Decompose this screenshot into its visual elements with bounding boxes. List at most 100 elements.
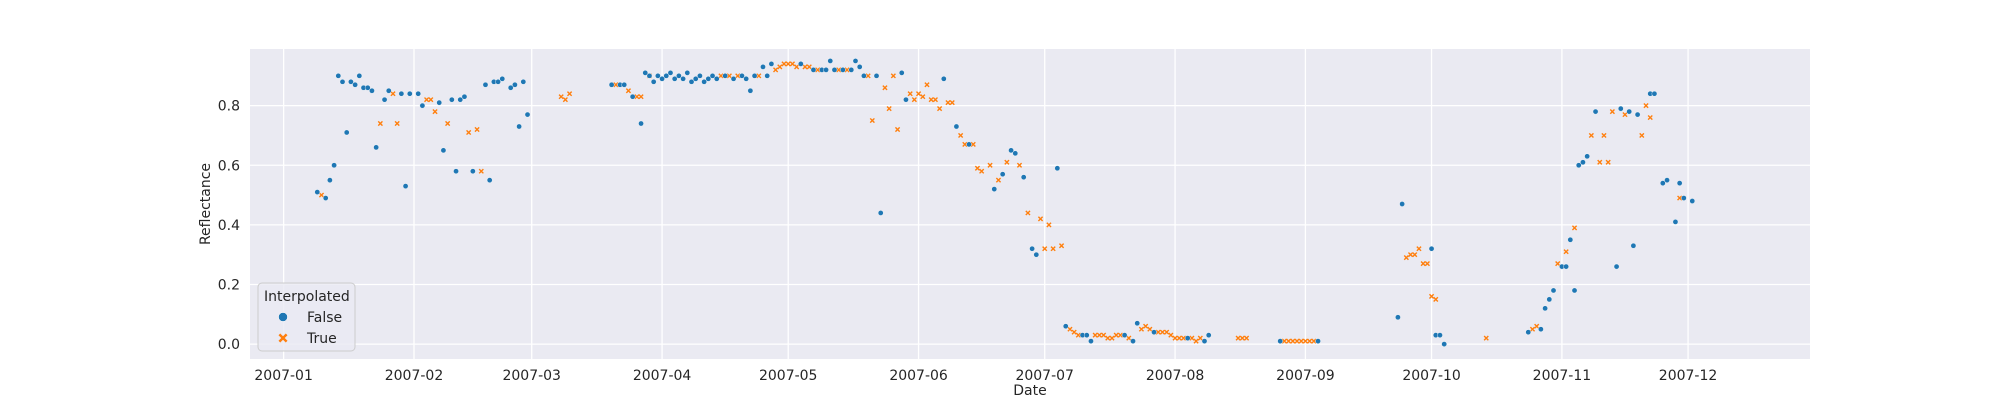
point-true <box>718 73 724 79</box>
point-false <box>709 73 716 79</box>
point-true <box>1105 335 1111 341</box>
point-false <box>385 87 392 94</box>
point-false <box>1681 195 1687 201</box>
y-tick-label: 0.6 <box>218 158 240 174</box>
point-true <box>962 141 968 147</box>
point-false <box>823 67 829 73</box>
point-true <box>1534 323 1540 329</box>
point-true <box>1647 114 1653 121</box>
point-false <box>991 186 998 192</box>
point-false <box>701 78 707 85</box>
point-true <box>1294 338 1300 344</box>
point-true <box>1193 338 1199 344</box>
point-false <box>638 120 644 127</box>
point-false <box>903 96 909 103</box>
point-false <box>419 102 426 109</box>
point-true <box>924 82 930 88</box>
point-false <box>941 76 947 82</box>
point-false <box>663 73 670 79</box>
point-false <box>798 61 804 67</box>
point-true <box>1096 332 1102 338</box>
point-true <box>1235 335 1241 341</box>
point-true <box>1117 332 1124 338</box>
point-false <box>1088 338 1094 344</box>
point-true <box>789 61 796 67</box>
point-false <box>1538 326 1544 332</box>
point-false <box>369 87 375 94</box>
point-false <box>1546 296 1553 303</box>
point-true <box>726 73 732 79</box>
y-tick-label: 0.8 <box>218 99 240 115</box>
point-true <box>1605 159 1611 165</box>
point-true <box>445 120 451 127</box>
point-false <box>898 70 905 76</box>
point-false <box>1563 263 1569 270</box>
point-true <box>869 117 875 124</box>
point-true <box>1067 326 1073 332</box>
x-tick-label: 2007-07 <box>1015 368 1074 384</box>
point-true <box>390 91 396 97</box>
point-true <box>735 73 741 79</box>
point-false <box>499 76 506 82</box>
point-true <box>1172 335 1178 341</box>
point-false <box>1130 338 1136 344</box>
point-false <box>1121 332 1128 338</box>
point-true <box>1307 338 1313 344</box>
point-true <box>1555 261 1561 267</box>
point-true <box>1239 335 1245 341</box>
point-false <box>840 67 846 73</box>
point-false <box>1660 180 1666 186</box>
point-true <box>1197 335 1203 341</box>
point-false <box>646 73 653 79</box>
point-false <box>495 78 501 85</box>
point-true <box>1302 338 1309 344</box>
point-false <box>1184 335 1191 341</box>
point-false <box>343 129 350 136</box>
point-false <box>440 147 447 154</box>
point-false <box>680 76 686 82</box>
point-false <box>1399 201 1405 207</box>
point-false <box>486 177 493 183</box>
point-false <box>966 141 972 148</box>
point-true <box>970 141 976 147</box>
point-true <box>806 64 812 70</box>
point-false <box>1428 245 1435 252</box>
point-false <box>1029 245 1035 252</box>
point-true <box>756 73 762 79</box>
point-false <box>364 84 371 91</box>
point-true <box>815 67 821 73</box>
point-true <box>777 64 783 70</box>
point-false <box>713 76 720 82</box>
point-true <box>625 88 632 94</box>
point-true <box>1622 111 1628 118</box>
point-true <box>1424 261 1430 267</box>
point-true <box>1138 326 1145 332</box>
point-false <box>322 195 329 201</box>
point-true <box>1113 332 1119 338</box>
point-false <box>999 171 1006 177</box>
point-true <box>377 120 383 127</box>
point-false <box>1613 263 1620 270</box>
point-false <box>1315 338 1321 344</box>
x-axis-ticks: 2007-01 2007-02 2007-03 2007-04 2007-05 2007-… <box>254 368 1717 384</box>
point-false <box>406 90 413 97</box>
point-true <box>1571 225 1578 231</box>
point-true <box>1597 159 1603 165</box>
point-false <box>877 210 884 216</box>
point-true <box>428 97 434 103</box>
point-true <box>1601 132 1607 139</box>
point-false <box>1584 153 1590 160</box>
point-true <box>634 94 640 100</box>
point-false <box>629 93 636 100</box>
point-false <box>621 81 628 88</box>
point-false <box>810 67 817 73</box>
x-tick-label: 2007-03 <box>502 368 561 384</box>
point-true <box>1046 222 1052 228</box>
point-false <box>1550 287 1557 294</box>
point-false <box>1062 323 1069 330</box>
point-false <box>1083 332 1090 338</box>
point-false <box>856 64 863 70</box>
point-false <box>1626 108 1632 115</box>
point-true <box>907 91 913 97</box>
point-false <box>642 70 649 76</box>
